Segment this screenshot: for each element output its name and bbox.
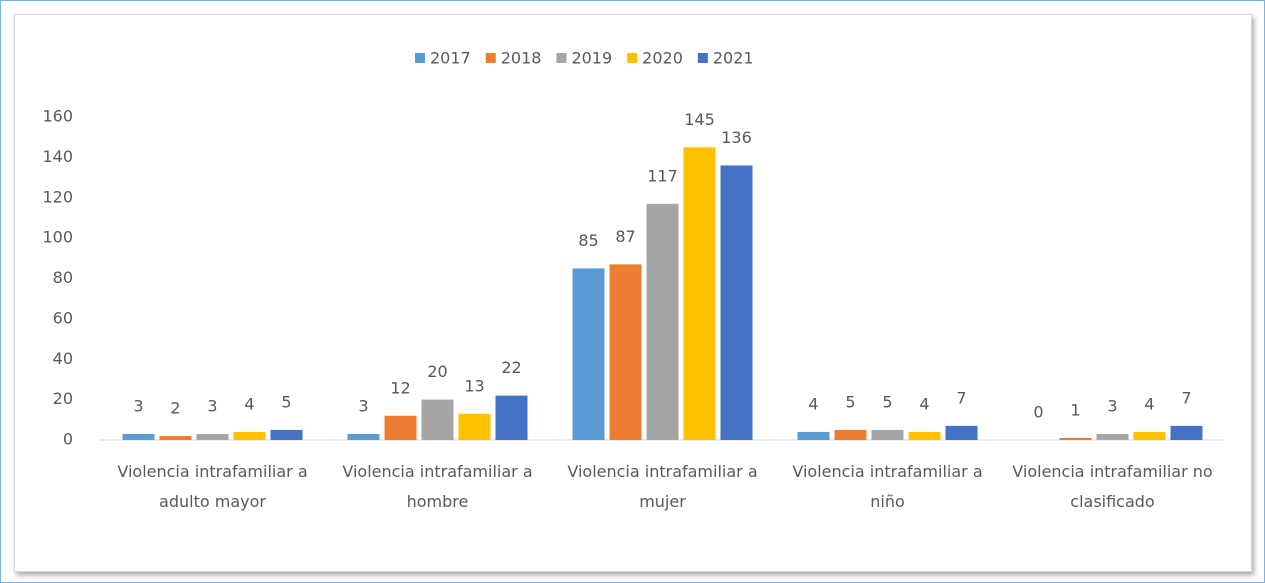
- x-tick-label: Violencia intrafamiliar a adulto mayor: [117, 462, 308, 511]
- data-label: 5: [281, 392, 291, 411]
- legend-swatch: [697, 53, 708, 63]
- legend-label: 2021: [713, 49, 754, 68]
- data-label: 7: [1181, 388, 1191, 407]
- bar: [1096, 433, 1129, 440]
- bar: [384, 415, 417, 440]
- legend-label: 2020: [642, 49, 683, 68]
- data-label: 2: [170, 398, 180, 417]
- data-label: 3: [133, 396, 143, 415]
- y-tick-label: 60: [53, 308, 73, 327]
- bar: [945, 425, 978, 440]
- data-label: 7: [956, 388, 966, 407]
- data-label: 13: [464, 376, 484, 395]
- data-label: 4: [919, 394, 929, 413]
- y-tick-label: 40: [53, 349, 73, 368]
- data-label: 4: [808, 394, 818, 413]
- legend-swatch: [556, 53, 567, 63]
- bar: [646, 203, 679, 440]
- y-tick-label: 120: [42, 187, 73, 206]
- legend-label: 2018: [501, 49, 542, 68]
- bar: [421, 399, 454, 440]
- bar: [871, 429, 904, 440]
- data-label: 22: [501, 358, 521, 377]
- y-tick-label: 20: [53, 389, 73, 408]
- data-label: 5: [882, 392, 892, 411]
- bar: [1170, 425, 1203, 440]
- data-label: 136: [721, 128, 752, 147]
- bar: [1059, 437, 1092, 440]
- x-tick-label: Violencia intrafamiliar a hombre: [342, 462, 533, 511]
- bar: [797, 431, 830, 440]
- legend-label: 2017: [430, 49, 471, 68]
- bar: [834, 429, 867, 440]
- bar: [495, 395, 528, 440]
- data-label: 3: [207, 396, 217, 415]
- bar: [458, 413, 491, 440]
- y-tick-label: 140: [42, 147, 73, 166]
- x-tick-label: Violencia intrafamiliar no clasificado: [1012, 462, 1213, 511]
- data-label: 5: [845, 392, 855, 411]
- legend-label: 2019: [571, 49, 612, 68]
- legend-swatch: [627, 53, 638, 63]
- data-label: 12: [390, 378, 410, 397]
- bar: [609, 264, 642, 440]
- data-label: 0: [1033, 403, 1043, 422]
- data-label: 20: [427, 362, 447, 381]
- y-tick-label: 100: [42, 228, 73, 247]
- data-label: 4: [1144, 394, 1154, 413]
- bar: [233, 431, 266, 440]
- bar: [720, 165, 753, 440]
- data-label: 87: [615, 227, 635, 246]
- y-tick-label: 0: [63, 430, 73, 449]
- legend-swatch: [415, 53, 425, 63]
- data-label: 4: [244, 394, 254, 413]
- data-label: 145: [684, 110, 715, 129]
- bar: [159, 435, 192, 440]
- chart-card: [14, 14, 1252, 572]
- bar: [908, 431, 941, 440]
- data-label: 1: [1070, 400, 1080, 419]
- data-label: 117: [647, 166, 678, 185]
- y-tick-label: 160: [42, 107, 73, 126]
- bar: [572, 268, 605, 440]
- legend-swatch: [485, 53, 496, 63]
- data-label: 3: [1107, 396, 1117, 415]
- bar: [683, 147, 716, 440]
- bar: [1133, 431, 1166, 440]
- bar: [270, 429, 303, 440]
- bar: [196, 433, 229, 440]
- bar: [122, 433, 155, 440]
- data-label: 3: [358, 396, 368, 415]
- x-tick-label: Violencia intrafamiliar a niño: [792, 462, 983, 511]
- x-tick-label: Violencia intrafamiliar a mujer: [567, 462, 758, 511]
- y-tick-label: 80: [53, 268, 73, 287]
- bar: [347, 433, 380, 440]
- data-label: 85: [578, 231, 598, 250]
